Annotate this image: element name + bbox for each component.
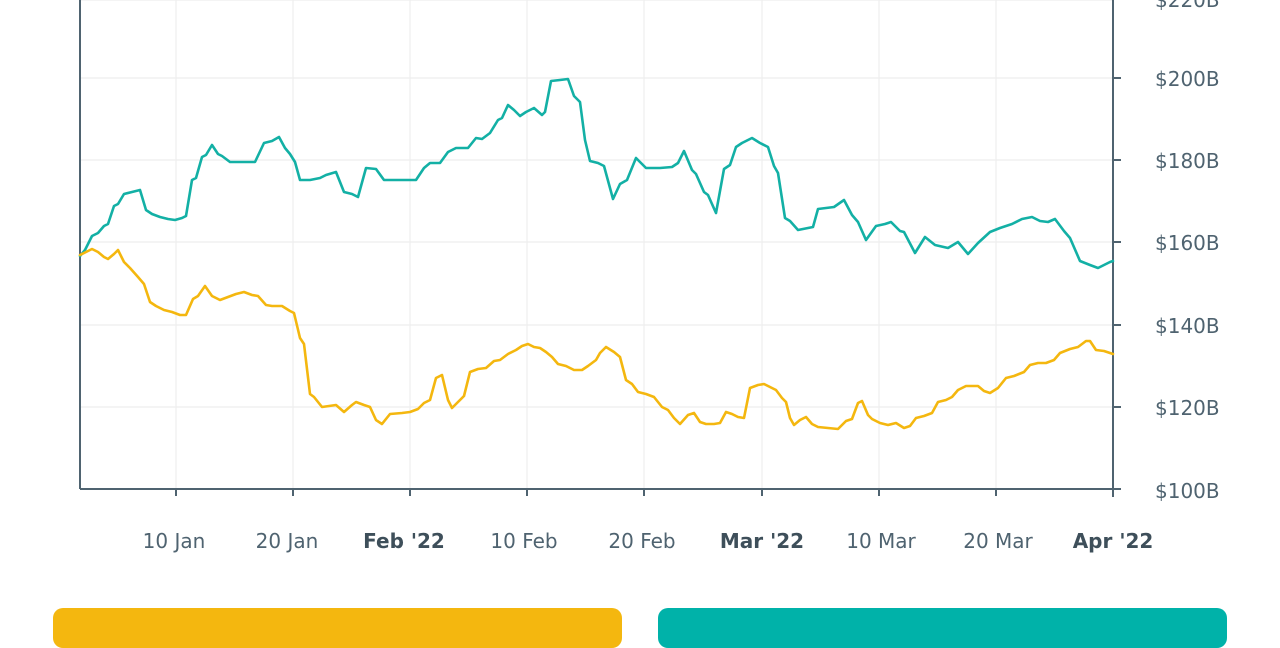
y-tick-label: $120B	[1155, 396, 1220, 420]
series-line-teal	[78, 77, 1115, 270]
horizontal-gridlines	[80, 0, 1113, 408]
y-axis-labels: $220B $200B $180B $160B $140B $120B $100…	[1155, 0, 1220, 503]
market-cap-line-chart: $220B $200B $180B $160B $140B $120B $100…	[78, 0, 1220, 553]
x-axis-labels: 10 Jan 20 Jan Feb '22 10 Feb 20 Feb Mar …	[143, 529, 1154, 553]
x-tick-label: Apr '22	[1073, 529, 1154, 553]
axes	[79, 0, 1121, 497]
vertical-gridlines	[175, 0, 997, 489]
x-tick-label: Feb '22	[363, 529, 445, 553]
x-tick-label: 10 Feb	[490, 529, 557, 553]
x-tick-label: 20 Jan	[256, 529, 319, 553]
x-tick-label: 10 Mar	[846, 529, 916, 553]
y-tick-label: $200B	[1155, 67, 1220, 91]
x-tick-label: 20 Feb	[608, 529, 675, 553]
legend-card-teal[interactable]	[658, 608, 1227, 648]
y-tick-label: $160B	[1155, 231, 1220, 255]
y-tick-label: $180B	[1155, 149, 1220, 173]
y-tick-label: $140B	[1155, 314, 1220, 338]
x-tick-label: 10 Jan	[143, 529, 206, 553]
series-line-yellow	[78, 247, 1115, 431]
x-tick-label: Mar '22	[720, 529, 804, 553]
y-tick-label: $220B	[1155, 0, 1220, 12]
legend-card-yellow[interactable]	[53, 608, 622, 648]
x-tick-label: 20 Mar	[963, 529, 1033, 553]
y-tick-label: $100B	[1155, 479, 1220, 503]
